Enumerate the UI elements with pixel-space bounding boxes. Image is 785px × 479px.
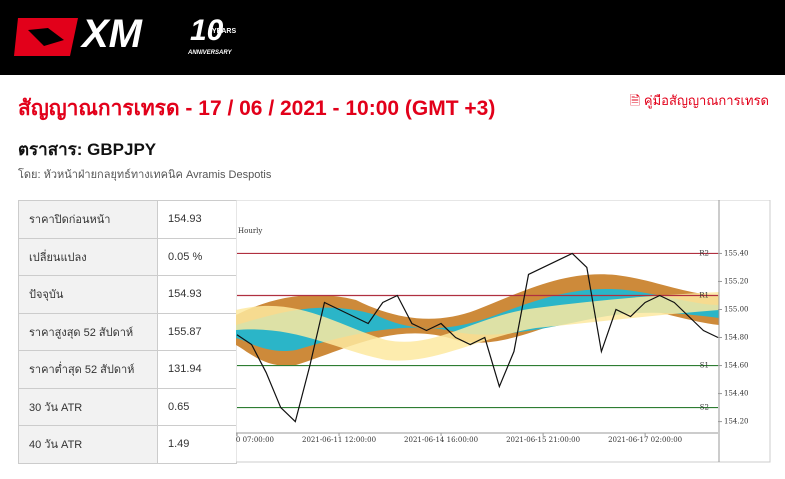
table-row: ปัจจุบัน 154.93 [18,275,237,314]
cell-value: 131.94 [157,350,237,389]
y-tick-label: 155.40 [724,249,749,257]
y-tick-label: 155.20 [724,277,749,285]
cell-label: ราคาปิดก่อนหน้า [18,200,158,239]
table-row: ราคาต่ำสุด 52 สัปดาห์ 131.94 [18,350,237,389]
chart: Hourly 154.20 154.40 154.60 154.80 155.00 155… [236,200,771,463]
y-tick-label: 154.60 [724,362,749,370]
cell-value: 155.87 [157,312,237,351]
level-label: S1 [700,362,709,370]
table-row: 30 วัน ATR 0.65 [18,387,237,426]
level-label: S2 [700,404,709,412]
table-row: ราคาปิดก่อนหน้า 154.93 [18,200,237,239]
cell-label: เปลี่ยนแปลง [18,237,158,276]
table-row: ราคาสูงสุด 52 สัปดาห์ 155.87 [18,312,237,351]
chart-title: Hourly [238,227,262,235]
x-tick-label: 2021-06-17 02:00:00 [608,436,682,444]
stats-table: ราคาปิดก่อนหน้า 154.93 เปลี่ยนแปลง 0.05 % ปั… [18,200,237,464]
logo[interactable]: XM [82,12,142,56]
cell-label: 40 วัน ATR [18,425,158,464]
cell-value: 1.49 [157,425,237,464]
instrument: ตราสาร: GBPJPY [18,140,157,159]
y-tick-label: 154.80 [724,334,749,342]
guide-link[interactable]: 🗎 คู่มือสัญญาณการเทรด [629,93,769,108]
page-title: สัญญาณการเทรด - 17 / 06 / 2021 - 10:00 (… [18,97,496,120]
cell-label: ราคาสูงสุด 52 สัปดาห์ [18,312,158,351]
badge-number: 10 [190,14,224,47]
cell-label: 30 วัน ATR [18,387,158,426]
level-label: R2 [699,249,709,257]
cell-label: ปัจจุบัน [18,275,158,314]
cell-value: 0.05 % [157,237,237,276]
x-tick-label: 2021-06-14 16:00:00 [404,436,478,444]
badge-years: YEARS [212,28,237,35]
header: XM 10 YEARS ANNIVERSARY [0,0,785,75]
level-label: R1 [699,291,709,299]
badge-text: ANNIVERSARY [188,50,232,56]
cell-value: 154.93 [157,200,237,239]
author: โดย: หัวหน้าฝ่ายกลยุทธ์ทางเทคนิค Avramis… [18,169,272,181]
cell-value: 0.65 [157,387,237,426]
cloud-band [236,292,719,361]
table-row: เปลี่ยนแปลง 0.05 % [18,237,237,276]
cell-label: ราคาต่ำสุด 52 สัปดาห์ [18,350,158,389]
guide-text[interactable]: คู่มือสัญญาณการเทรด [643,93,769,108]
x-tick-label: 2021-06-10 07:00:00 [236,436,274,444]
table-row: 40 วัน ATR 1.49 [18,425,237,464]
y-tick-label: 155.00 [724,305,749,313]
x-tick-label: 2021-06-15 21:00:00 [506,436,580,444]
x-tick-label: 2021-06-11 12:00:00 [302,436,376,444]
y-tick-label: 154.40 [724,390,749,398]
y-tick-label: 154.20 [724,418,749,426]
logo-icon [14,18,78,56]
price-line [236,252,719,423]
cell-value: 154.93 [157,275,237,314]
